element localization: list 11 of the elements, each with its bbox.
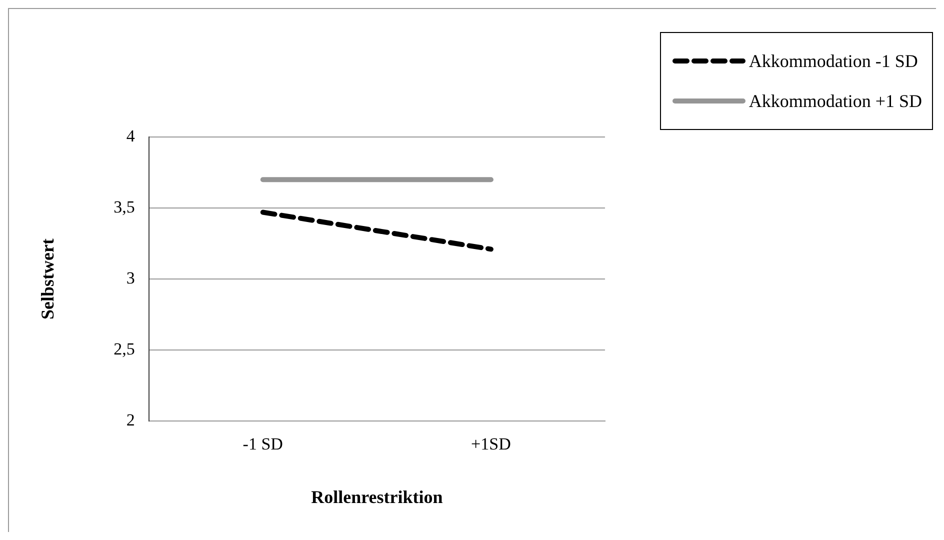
y-tick-label: 2 — [126, 410, 135, 430]
y-tick-label: 3,5 — [114, 197, 135, 216]
y-axis-title: Selbstwert — [37, 238, 58, 320]
legend-label: Akkommodation -1 SD — [748, 50, 918, 72]
y-tick-label: 4 — [126, 126, 136, 146]
legend-label: Akkommodation +1 SD — [748, 90, 922, 112]
x-tick-label: +1SD — [471, 434, 511, 454]
y-tick-label: 3 — [126, 268, 135, 288]
y-tick-label: 2,5 — [114, 339, 135, 358]
x-axis-title: Rollenrestriktion — [311, 486, 443, 507]
x-tick-label: -1 SD — [242, 434, 283, 454]
